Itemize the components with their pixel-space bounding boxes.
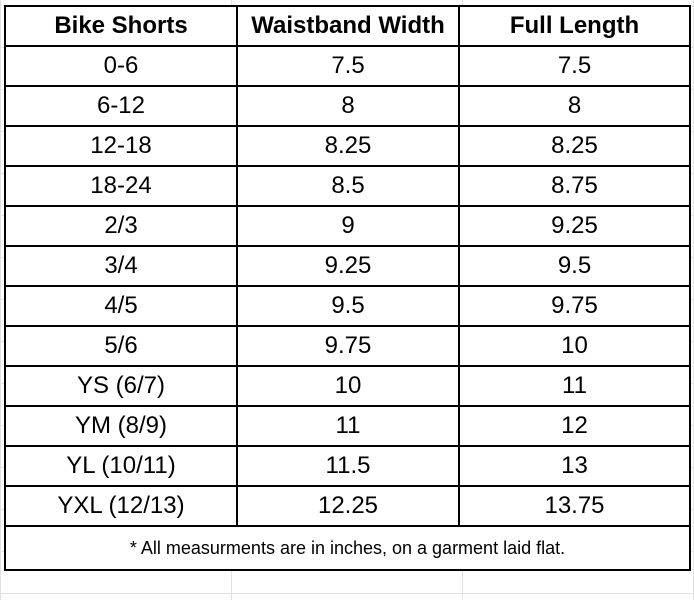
size-cell[interactable]: 5/6	[4, 325, 238, 367]
table-row: 12-18 8.25 8.25	[4, 125, 691, 167]
table-body: 0-6 7.5 7.5 6-12 8 8 12-18 8.25 8.25 18-24 8.5 8.75…	[4, 45, 691, 527]
waistband-width-cell[interactable]: 11	[236, 405, 460, 447]
full-length-cell[interactable]: 10	[458, 325, 691, 367]
table-row: 0-6 7.5 7.5	[4, 45, 691, 87]
size-cell[interactable]: 3/4	[4, 245, 238, 287]
header-row: Bike Shorts Waistband Width Full Length	[4, 5, 691, 47]
size-cell[interactable]: 0-6	[4, 45, 238, 87]
size-cell[interactable]: YS (6/7)	[4, 365, 238, 407]
waistband-width-cell[interactable]: 9.75	[236, 325, 460, 367]
waistband-width-cell[interactable]: 9.25	[236, 245, 460, 287]
waistband-width-cell[interactable]: 8.25	[236, 125, 460, 167]
table-row: 18-24 8.5 8.75	[4, 165, 691, 207]
waistband-width-cell[interactable]: 9.5	[236, 285, 460, 327]
header-waistband-width[interactable]: Waistband Width	[236, 5, 460, 47]
table-row: YS (6/7) 10 11	[4, 365, 691, 407]
table-row: 6-12 8 8	[4, 85, 691, 127]
table-row: YXL (12/13) 12.25 13.75	[4, 485, 691, 527]
table-row: YM (8/9) 11 12	[4, 405, 691, 447]
full-length-cell[interactable]: 13.75	[458, 485, 691, 527]
size-cell[interactable]: 18-24	[4, 165, 238, 207]
waistband-width-cell[interactable]: 9	[236, 205, 460, 247]
footnote-row: * All measurments are in inches, on a ga…	[4, 525, 691, 571]
header-bike-shorts[interactable]: Bike Shorts	[4, 5, 238, 47]
full-length-cell[interactable]: 12	[458, 405, 691, 447]
size-cell[interactable]: 12-18	[4, 125, 238, 167]
waistband-width-cell[interactable]: 11.5	[236, 445, 460, 487]
waistband-width-cell[interactable]: 8.5	[236, 165, 460, 207]
table-row: 5/6 9.75 10	[4, 325, 691, 367]
footnote[interactable]: * All measurments are in inches, on a ga…	[4, 525, 691, 571]
full-length-cell[interactable]: 8.75	[458, 165, 691, 207]
full-length-cell[interactable]: 9.5	[458, 245, 691, 287]
full-length-cell[interactable]: 7.5	[458, 45, 691, 87]
full-length-cell[interactable]: 8.25	[458, 125, 691, 167]
full-length-cell[interactable]: 13	[458, 445, 691, 487]
header-full-length[interactable]: Full Length	[458, 5, 691, 47]
size-cell[interactable]: YXL (12/13)	[4, 485, 238, 527]
full-length-cell[interactable]: 8	[458, 85, 691, 127]
table-row: 3/4 9.25 9.5	[4, 245, 691, 287]
waistband-width-cell[interactable]: 12.25	[236, 485, 460, 527]
table-row: YL (10/11) 11.5 13	[4, 445, 691, 487]
size-cell[interactable]: 2/3	[4, 205, 238, 247]
full-length-cell[interactable]: 9.25	[458, 205, 691, 247]
size-cell[interactable]: YM (8/9)	[4, 405, 238, 447]
full-length-cell[interactable]: 11	[458, 365, 691, 407]
table-row: 4/5 9.5 9.75	[4, 285, 691, 327]
waistband-width-cell[interactable]: 7.5	[236, 45, 460, 87]
waistband-width-cell[interactable]: 10	[236, 365, 460, 407]
size-chart-table: Bike Shorts Waistband Width Full Length …	[4, 5, 691, 571]
size-cell[interactable]: 4/5	[4, 285, 238, 327]
full-length-cell[interactable]: 9.75	[458, 285, 691, 327]
waistband-width-cell[interactable]: 8	[236, 85, 460, 127]
table-row: 2/3 9 9.25	[4, 205, 691, 247]
size-cell[interactable]: 6-12	[4, 85, 238, 127]
size-cell[interactable]: YL (10/11)	[4, 445, 238, 487]
